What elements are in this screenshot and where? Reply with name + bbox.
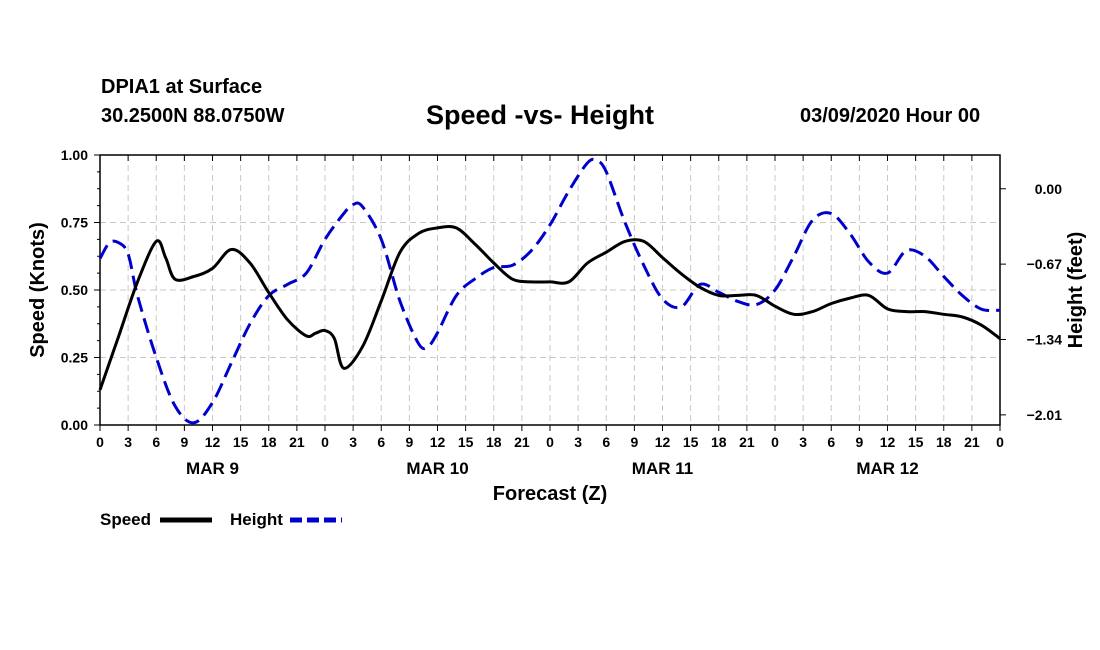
day-label: MAR 9 [186,459,239,478]
x-tick-label: 18 [486,434,502,450]
x-tick-label: 9 [855,434,863,450]
x-tick-label: 9 [405,434,413,450]
x-tick-label: 3 [574,434,582,450]
chart-title: Speed -vs- Height [426,100,655,130]
x-axis-label: Forecast (Z) [493,483,607,505]
x-tick-label: 3 [124,434,132,450]
x-tick-label: 15 [908,434,924,450]
y-tick-label: 0.00 [61,417,88,433]
chart-labels: 0 3 6 9 12 15 18 21 0 3 6 9 12 15 18 21 0 3 6 9 12 15 18 21 0 3 6 9… [61,147,1062,478]
plot-frame [99,154,1001,426]
x-tick-label: 21 [739,434,755,450]
y2-axis-label: Height (feet) [1065,232,1087,349]
y2-tick-label: 0.00 [1035,181,1062,197]
x-tick-label: 21 [289,434,305,450]
x-tick-label: 18 [936,434,952,450]
series-line-speed [98,224,1001,391]
x-tick-label: 21 [514,434,530,450]
x-tick-label: 21 [964,434,980,450]
x-tick-label: 15 [233,434,249,450]
day-label: MAR 12 [856,459,918,478]
chart-grid [100,155,1000,425]
x-tick-label: 0 [771,434,779,450]
x-tick-label: 18 [711,434,727,450]
x-tick-label: 6 [827,434,835,450]
station-name: DPIA1 at Surface [101,76,263,98]
day-label: MAR 11 [632,459,693,478]
y-tick-label: 0.75 [61,215,88,231]
x-tick-label: 9 [180,434,188,450]
x-tick-label: 0 [996,434,1004,450]
x-tick-label: 15 [458,434,474,450]
x-tick-label: 3 [349,434,357,450]
x-tick-label: 9 [630,434,638,450]
legend: Speed Height [100,510,342,529]
x-tick-label: 6 [377,434,385,450]
x-tick-label: 3 [799,434,807,450]
y2-tick-label: −1.34 [1027,332,1063,348]
forecast-run-time: 03/09/2020 Hour 00 [800,105,981,127]
y2-tick-label: −0.67 [1027,256,1063,272]
chart-series [98,157,1001,425]
x-tick-label: 18 [261,434,277,450]
y-tick-label: 0.50 [61,282,88,298]
y2-tick-label: −2.01 [1027,407,1063,423]
x-tick-label: 15 [683,434,699,450]
x-tick-label: 0 [96,434,104,450]
x-tick-label: 12 [655,434,671,450]
x-tick-label: 12 [430,434,446,450]
legend-label-speed: Speed [100,510,151,529]
chart-axes [94,154,1006,431]
x-tick-label: 0 [321,434,329,450]
x-tick-label: 0 [546,434,554,450]
x-tick-label: 12 [880,434,896,450]
y-axis-label: Speed (Knots) [27,222,49,358]
y-tick-label: 1.00 [61,147,88,163]
day-label: MAR 10 [406,459,468,478]
x-tick-label: 6 [152,434,160,450]
x-tick-label: 12 [205,434,221,450]
x-tick-label: 6 [602,434,610,450]
legend-label-height: Height [230,510,283,529]
station-coordinates: 30.2500N 88.0750W [101,105,285,127]
series-line-height [98,157,1001,425]
y-tick-label: 0.25 [61,350,88,366]
